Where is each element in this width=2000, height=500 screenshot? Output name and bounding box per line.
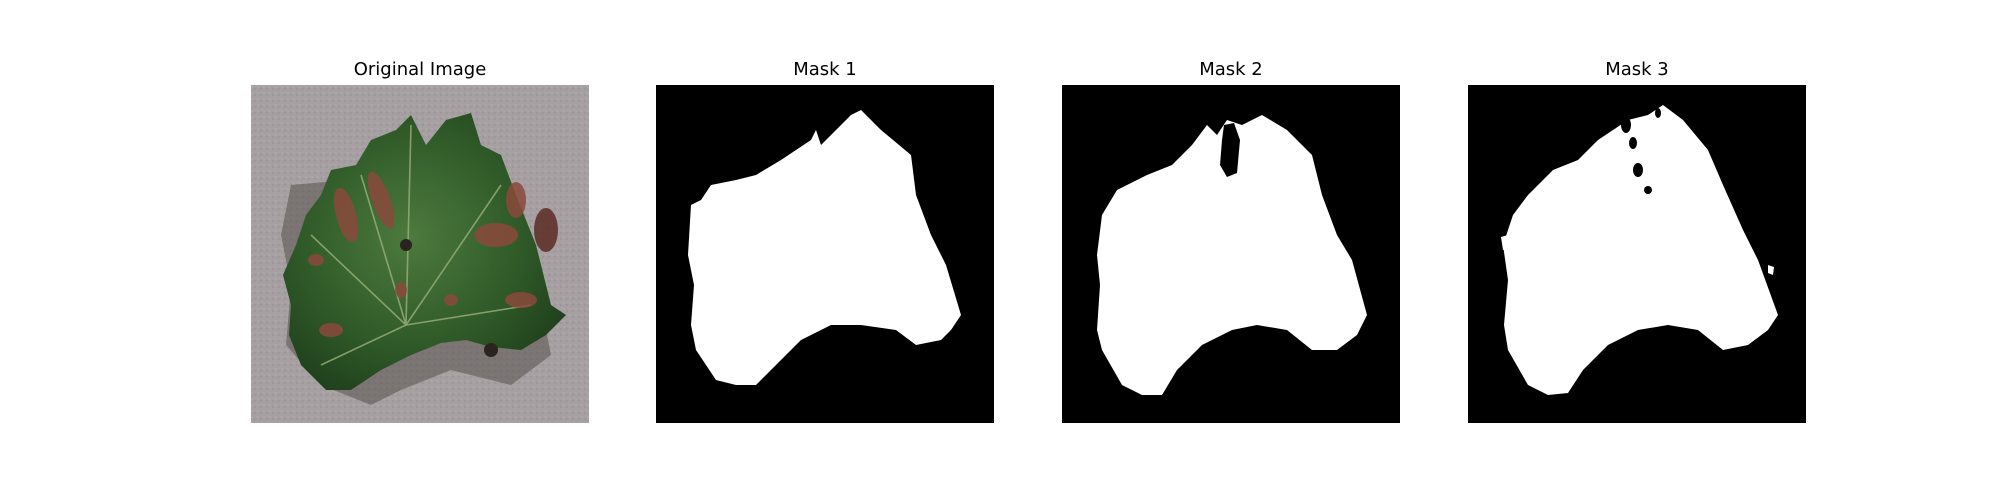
mask-2-image bbox=[1062, 85, 1400, 423]
panel-title-mask-1: Mask 1 bbox=[793, 59, 857, 80]
mask-3-image bbox=[1468, 85, 1806, 423]
panel-title-mask-3: Mask 3 bbox=[1605, 59, 1669, 80]
mask-1-image bbox=[656, 85, 994, 423]
original-leaf-image bbox=[251, 85, 589, 423]
panel-title-original: Original Image bbox=[353, 59, 487, 80]
panel-title-mask-2: Mask 2 bbox=[1199, 59, 1263, 80]
